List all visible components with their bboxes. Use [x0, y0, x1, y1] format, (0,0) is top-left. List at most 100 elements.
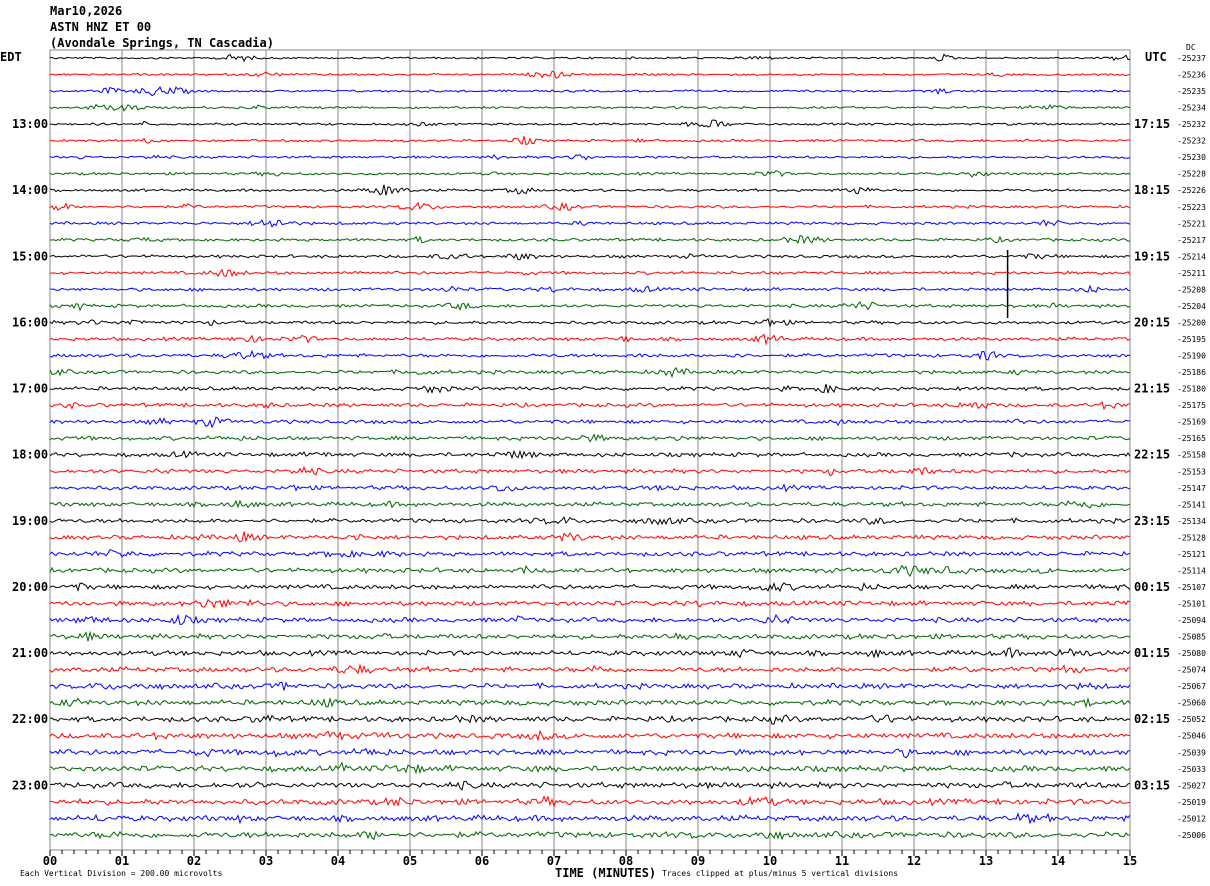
right-timezone: UTC [1145, 50, 1167, 64]
x-tick-label: 11 [835, 854, 849, 868]
dc-offset-label: -25012 [1177, 814, 1206, 823]
right-hour-label: 01:15 [1134, 646, 1170, 660]
right-hour-label: 03:15 [1134, 778, 1170, 792]
left-hour-label: 15:00 [12, 249, 48, 263]
seismic-trace [49, 349, 1131, 361]
x-tick-label: 08 [619, 854, 633, 868]
x-tick-label: 01 [115, 854, 129, 868]
dc-offset-label: -25175 [1177, 401, 1206, 410]
seismic-trace [49, 53, 1131, 63]
seismic-trace [49, 252, 1131, 261]
seismic-trace [49, 184, 1131, 196]
dc-offset-label: -25074 [1177, 666, 1206, 675]
dc-offset-label: -25232 [1177, 120, 1206, 129]
seismic-trace [49, 119, 1131, 128]
dc-offset-label: -25006 [1177, 831, 1206, 840]
dc-offset-label: -25128 [1177, 533, 1206, 542]
dc-offset-label: -25190 [1177, 352, 1206, 361]
x-tick-label: 00 [43, 854, 57, 868]
left-hour-label: 17:00 [12, 382, 48, 396]
x-tick-label: 13 [979, 854, 993, 868]
seismic-trace [49, 780, 1131, 791]
left-hour-label: 19:00 [12, 514, 48, 528]
left-hour-label: 23:00 [12, 778, 48, 792]
right-hour-label: 21:15 [1134, 382, 1170, 396]
seismic-trace [49, 549, 1131, 559]
seismic-trace [49, 531, 1131, 543]
dc-offset-label: -25230 [1177, 153, 1206, 162]
seismic-trace [49, 663, 1131, 675]
left-hour-label: 13:00 [12, 117, 48, 131]
x-tick-label: 06 [475, 854, 489, 868]
dc-offset-label: -25228 [1177, 170, 1206, 179]
x-tick-label: 04 [331, 854, 345, 868]
right-hour-label: 20:15 [1134, 315, 1170, 329]
dc-offset-label: -25235 [1177, 87, 1206, 96]
x-axis-label: TIME (MINUTES) [555, 866, 657, 880]
left-hour-label: 22:00 [12, 712, 48, 726]
dc-offset-label: -25211 [1177, 269, 1206, 278]
dc-offset-label: -25221 [1177, 219, 1206, 228]
dc-offset-label: -25169 [1177, 418, 1206, 427]
right-hour-label: 18:15 [1134, 183, 1170, 197]
dc-offset-label: -25060 [1177, 699, 1206, 708]
right-hour-label: 23:15 [1134, 514, 1170, 528]
seismic-trace [49, 564, 1131, 577]
dc-offset-label: -25052 [1177, 715, 1206, 724]
seismic-trace [49, 714, 1131, 725]
seismic-trace [50, 383, 1131, 395]
dc-offset-label: -25226 [1177, 186, 1206, 195]
dc-offset-label: -25180 [1177, 385, 1206, 394]
seismic-trace [49, 483, 1131, 493]
seismic-trace [49, 499, 1131, 509]
seismic-trace [49, 465, 1131, 477]
dc-offset-label: -25101 [1177, 599, 1206, 608]
seismic-trace [49, 366, 1131, 379]
seismic-trace [49, 747, 1131, 759]
plot-frame [49, 49, 1131, 851]
x-tick-label: 12 [907, 854, 921, 868]
seismic-trace [49, 300, 1131, 312]
scale-note: Each Vertical Division = 200.00 microvol… [20, 869, 223, 878]
seismic-trace [49, 219, 1131, 228]
seismic-trace [49, 85, 1131, 97]
dc-offset-label: -25186 [1177, 368, 1206, 377]
seismic-trace [49, 449, 1131, 460]
dc-offset-label: -25027 [1177, 781, 1206, 790]
seismic-trace [49, 647, 1131, 659]
seismic-trace [49, 284, 1131, 293]
dc-offset-label: -25214 [1177, 252, 1206, 261]
seismic-trace [49, 201, 1131, 212]
x-tick-label: 15 [1123, 854, 1137, 868]
x-tick-label: 05 [403, 854, 417, 868]
dc-offset-label: -25153 [1177, 467, 1206, 476]
seismic-trace [49, 154, 1131, 161]
seismic-trace [49, 696, 1131, 709]
seismic-trace [49, 169, 1131, 178]
dc-offset-label: -25141 [1177, 500, 1206, 509]
dc-offset-label: -25195 [1177, 335, 1206, 344]
dc-offset-label: -25204 [1177, 302, 1206, 311]
date-label: Mar10,2026 [50, 4, 123, 18]
dc-offset-label: -25232 [1177, 137, 1206, 146]
seismic-trace [49, 103, 1131, 112]
dc-offset-label: -25217 [1177, 236, 1206, 245]
x-tick-label: 03 [259, 854, 273, 868]
x-tick-label: 09 [691, 854, 705, 868]
dc-offset-label: -25114 [1177, 566, 1206, 575]
left-hour-label: 20:00 [12, 580, 48, 594]
dc-offset-label: -25234 [1177, 104, 1206, 113]
dc-offset-label: -25080 [1177, 649, 1206, 658]
dc-offset-label: -25208 [1177, 285, 1206, 294]
dc-offset-label: -25039 [1177, 748, 1206, 757]
right-hour-label: 22:15 [1134, 448, 1170, 462]
dc-offset-label: -25158 [1177, 451, 1206, 460]
seismic-trace [49, 268, 1131, 278]
seismic-trace [49, 830, 1131, 841]
x-tick-label: 07 [547, 854, 561, 868]
seismic-trace [49, 433, 1131, 443]
dc-offset-label: -25107 [1177, 583, 1206, 592]
dc-offset-label: -25094 [1177, 616, 1206, 625]
seismic-trace [50, 630, 1131, 642]
